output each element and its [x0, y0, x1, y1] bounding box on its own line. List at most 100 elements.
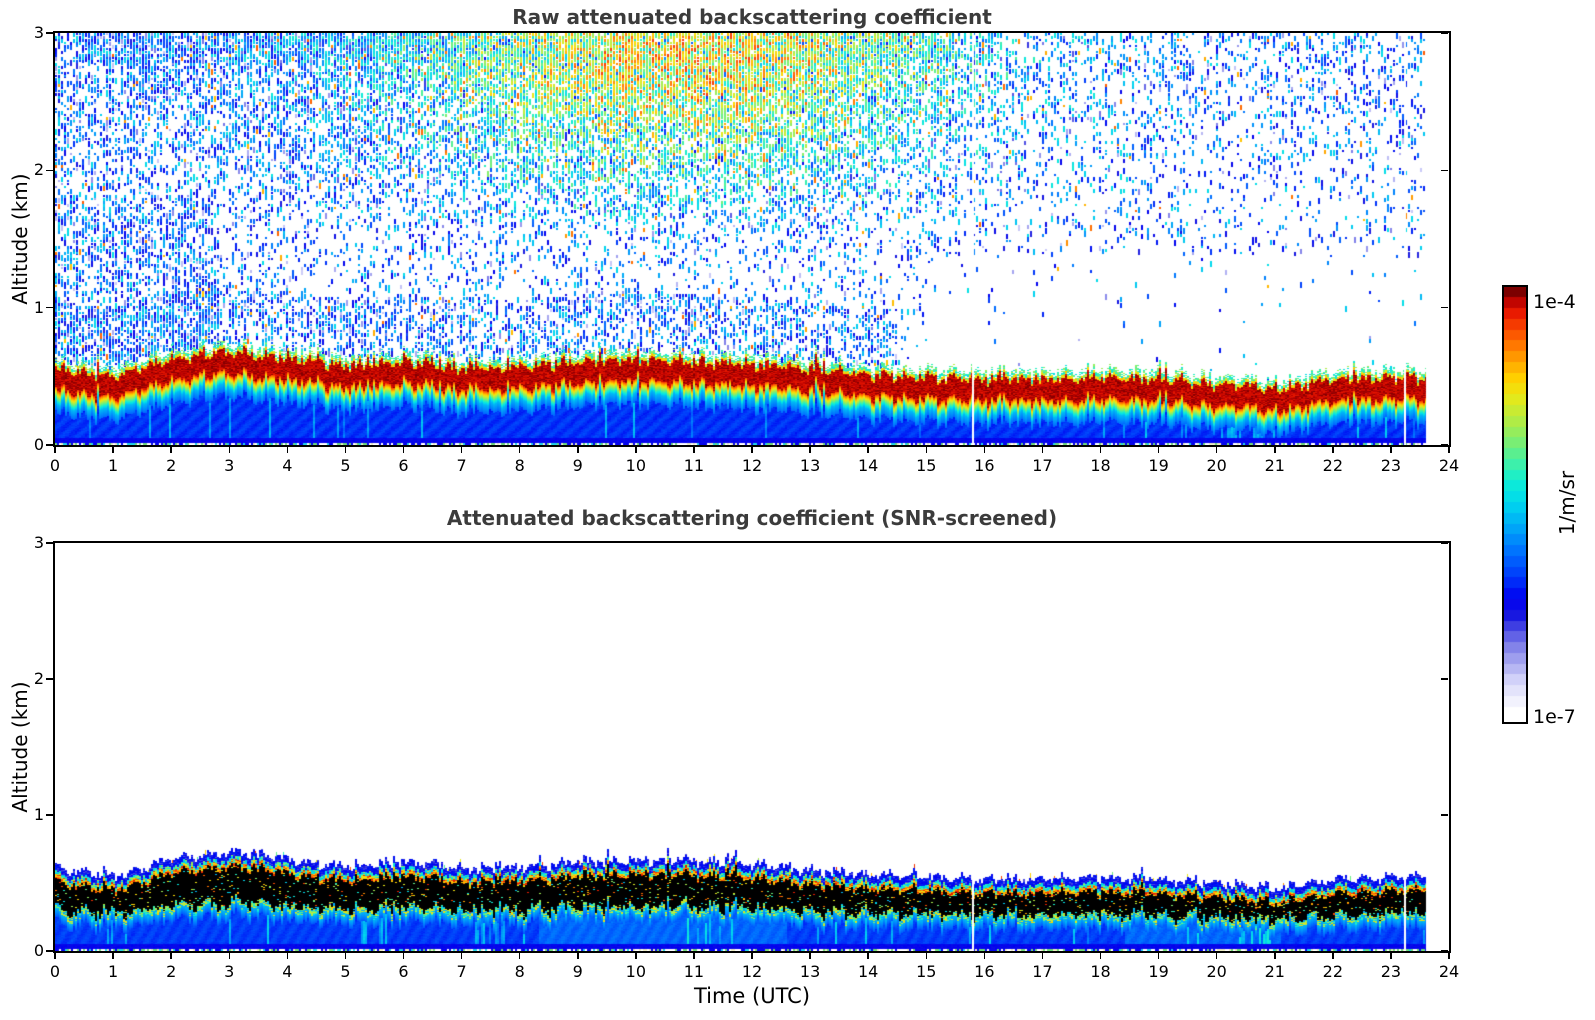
- x-tick: [54, 953, 56, 959]
- x-tick-label: 4: [282, 456, 293, 475]
- x-tick: [925, 447, 927, 453]
- x-tick-label: 8: [514, 962, 525, 981]
- y-tick: [46, 444, 53, 446]
- x-tick: [983, 953, 986, 959]
- x-tick: [1390, 447, 1392, 453]
- x-tick: [112, 953, 114, 959]
- x-tick-label: 19: [1148, 456, 1169, 475]
- x-tick-label: 0: [49, 962, 61, 981]
- x-tick-label: 24: [1438, 456, 1460, 475]
- x-tick-label: 1: [107, 456, 119, 475]
- x-tick-label: 18: [1090, 456, 1111, 475]
- x-tick-label: 21: [1264, 456, 1285, 475]
- x-tick-label: 17: [1032, 962, 1053, 981]
- x-tick-label: 7: [456, 456, 467, 475]
- x-tick: [460, 447, 463, 453]
- colorbar: [1502, 285, 1528, 724]
- x-tick-label: 8: [514, 456, 525, 475]
- x-tick: [54, 447, 56, 453]
- x-tick: [809, 953, 811, 959]
- x-tick-label: 13: [799, 962, 821, 981]
- y-tick-label: 0: [33, 435, 44, 454]
- x-tick-label: 21: [1264, 962, 1285, 981]
- x-tick: [751, 447, 753, 453]
- x-tick: [1274, 447, 1276, 453]
- y-tick: [46, 542, 53, 544]
- x-tick: [1099, 953, 1102, 959]
- x-tick: [228, 447, 230, 453]
- x-tick-label: 22: [1322, 456, 1343, 475]
- x-tick: [344, 953, 347, 959]
- x-tick: [344, 447, 347, 453]
- panel1-plot-area: [53, 31, 1451, 447]
- x-tick: [867, 447, 869, 453]
- y-tick-right: [1441, 950, 1448, 952]
- x-tick-label: 20: [1206, 962, 1227, 981]
- y-tick-right: [1441, 814, 1448, 816]
- x-tick-label: 14: [857, 962, 879, 981]
- x-tick: [228, 953, 230, 959]
- x-tick: [460, 953, 463, 959]
- x-tick: [170, 953, 172, 959]
- y-tick: [46, 950, 53, 952]
- x-tick: [402, 447, 405, 453]
- x-tick-label: 20: [1206, 456, 1227, 475]
- x-tick: [1215, 447, 1218, 453]
- x-tick: [635, 953, 637, 959]
- x-tick: [1157, 953, 1160, 959]
- x-tick-label: 4: [282, 962, 293, 981]
- x-tick-label: 24: [1438, 962, 1460, 981]
- x-tick-label: 17: [1032, 456, 1053, 475]
- x-tick-label: 3: [224, 456, 235, 475]
- x-tick: [867, 953, 869, 959]
- x-tick-label: 12: [741, 456, 763, 475]
- x-tick-label: 16: [974, 456, 995, 475]
- y-tick-right: [1441, 678, 1448, 680]
- x-tick-label: 22: [1322, 962, 1343, 981]
- x-tick: [402, 953, 405, 959]
- y-tick-label: 0: [33, 941, 44, 960]
- y-tick-label: 2: [33, 669, 44, 688]
- x-tick: [170, 447, 172, 453]
- x-tick: [518, 447, 521, 453]
- x-tick-label: 9: [572, 456, 583, 475]
- x-tick: [112, 447, 114, 453]
- x-axis-label: Time (UTC): [693, 984, 811, 1008]
- x-tick-label: 10: [625, 456, 646, 475]
- x-tick: [1448, 447, 1450, 453]
- panel2-heatmap-canvas: [55, 543, 1449, 951]
- x-tick: [925, 953, 927, 959]
- x-tick: [286, 447, 289, 453]
- x-tick-label: 16: [974, 962, 995, 981]
- x-tick-label: 0: [49, 456, 61, 475]
- y-tick-right: [1441, 32, 1448, 34]
- x-tick: [983, 447, 986, 453]
- x-tick-label: 9: [572, 962, 583, 981]
- x-tick-label: 15: [916, 456, 937, 475]
- x-tick: [1448, 953, 1450, 959]
- x-tick: [518, 953, 521, 959]
- x-tick-label: 11: [683, 456, 705, 475]
- y-tick-label: 3: [33, 23, 44, 42]
- x-tick: [1099, 447, 1102, 453]
- x-tick-label: 23: [1380, 456, 1402, 475]
- y-tick-label: 3: [33, 533, 44, 552]
- panel1-heatmap-canvas: [55, 33, 1449, 445]
- colorbar-min-label: 1e-7: [1533, 706, 1576, 728]
- y-tick: [46, 169, 53, 172]
- x-tick: [751, 953, 753, 959]
- x-tick: [1332, 447, 1334, 453]
- x-tick: [1390, 953, 1392, 959]
- x-tick: [809, 447, 811, 453]
- y-tick-right: [1441, 444, 1448, 446]
- x-tick-label: 1: [107, 962, 119, 981]
- x-tick-label: 2: [166, 962, 177, 981]
- x-tick: [577, 447, 579, 453]
- panel1-title: Raw attenuated backscattering coefficien…: [512, 5, 992, 29]
- x-tick-label: 19: [1148, 962, 1169, 981]
- x-tick: [1332, 953, 1334, 959]
- y-tick: [46, 678, 53, 680]
- y-tick-right: [1441, 169, 1448, 172]
- x-tick-label: 18: [1090, 962, 1111, 981]
